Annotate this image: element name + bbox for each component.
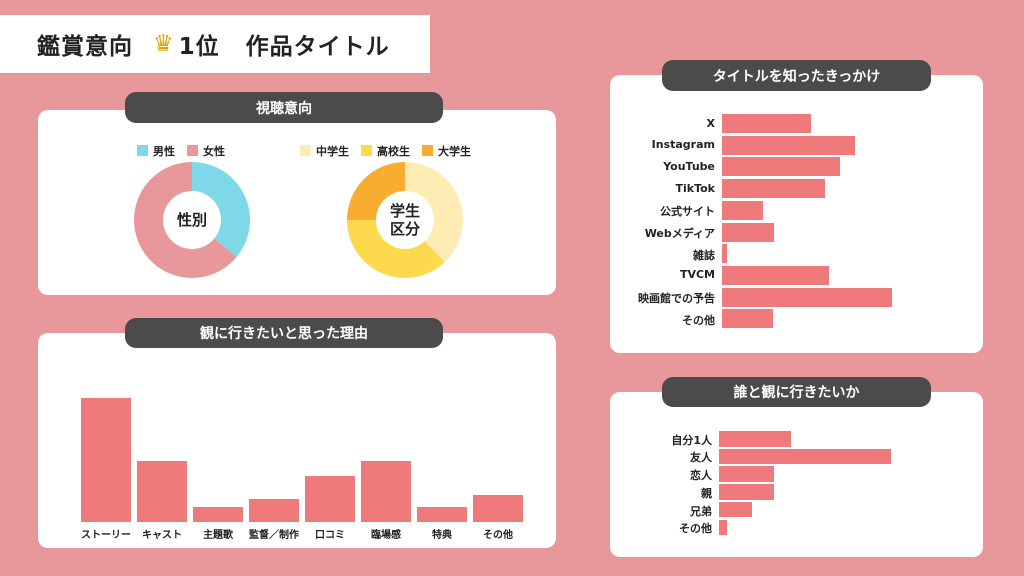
student-legend: 中学生 高校生 大学生 xyxy=(300,143,471,159)
legend-label: 女性 xyxy=(203,145,225,158)
bar xyxy=(722,179,825,199)
donut-slice-女性 xyxy=(134,162,237,278)
gender-donut xyxy=(134,162,250,278)
legend-label: 中学生 xyxy=(316,145,349,158)
y-tick-label: YouTube xyxy=(663,159,715,173)
x-tick-label: 主題歌 xyxy=(203,530,233,541)
bar xyxy=(722,200,763,220)
viewing-title: 視聴意向 xyxy=(125,92,443,123)
y-tick-label: X xyxy=(706,116,715,130)
reasons-title: 観に行きたいと思った理由 xyxy=(125,318,443,348)
legend-label: 男性 xyxy=(153,145,175,158)
y-tick-label: その他 xyxy=(682,313,715,327)
legend-swatch xyxy=(187,145,198,156)
bar xyxy=(719,466,774,482)
legend-item: 中学生 xyxy=(300,143,349,159)
y-tick-label: TikTok xyxy=(675,181,715,195)
bar xyxy=(81,398,131,522)
bar xyxy=(249,499,299,522)
bar xyxy=(722,287,892,307)
legend-item: 女性 xyxy=(187,143,225,159)
y-tick-label: Instagram xyxy=(651,138,715,152)
x-tick-label: ストーリー xyxy=(81,530,131,541)
y-tick-label: 兄弟 xyxy=(690,504,712,518)
work-title: 作品タイトル xyxy=(245,34,390,60)
crown-icon: ♛ xyxy=(153,31,175,57)
y-tick-label: 公式サイト xyxy=(660,205,715,219)
bar xyxy=(719,519,727,535)
bar xyxy=(473,495,523,522)
bar xyxy=(719,448,891,465)
legend-item: 男性 xyxy=(137,143,175,159)
legend-label: 大学生 xyxy=(438,145,471,158)
student-donut xyxy=(347,162,463,278)
gender-legend: 男性 女性 xyxy=(137,143,225,159)
x-tick-label: 口コミ xyxy=(315,530,345,541)
y-tick-label: 映画館での予告 xyxy=(638,292,715,306)
bar xyxy=(305,476,355,522)
bar xyxy=(137,461,187,522)
bar xyxy=(722,309,773,329)
trigger-card: X Instagram YouTube TikTok 公式サイト Webメディア雑誌 TVC… xyxy=(610,75,983,353)
y-tick-label: 雑誌 xyxy=(693,248,715,262)
legend-label: 高校生 xyxy=(377,145,410,158)
gender-center-label: 性別 xyxy=(176,211,207,229)
x-tick-label: 特典 xyxy=(432,530,452,541)
donut-slice-男性 xyxy=(192,162,250,257)
bar xyxy=(719,431,791,447)
student-center-label: 学生 区分 xyxy=(389,202,420,238)
legend-item: 高校生 xyxy=(361,143,410,159)
legend-swatch xyxy=(361,145,372,156)
bar xyxy=(722,157,840,177)
bar xyxy=(722,135,855,155)
donut-slice-中学生 xyxy=(405,162,463,263)
page-title: 鑑賞意向 xyxy=(37,34,133,60)
bar xyxy=(722,222,774,242)
rank: 1位 xyxy=(178,34,220,60)
donut-slice-高校生 xyxy=(347,220,445,278)
y-tick-label: 恋人 xyxy=(690,469,712,483)
y-tick-label: TVCM xyxy=(679,268,715,282)
y-tick-label: Webメディア xyxy=(644,227,715,240)
x-tick-label: 臨場感 xyxy=(371,530,401,541)
viewing-card: 男性 女性 性別 中学生 高校生 大学生 学生 区分 xyxy=(38,110,556,295)
trigger-title: タイトルを知ったきっかけ xyxy=(662,60,931,91)
y-tick-label: 友人 xyxy=(690,451,712,465)
bar xyxy=(719,484,774,500)
x-tick-label: その他 xyxy=(483,530,513,541)
legend-swatch xyxy=(422,145,433,156)
bar xyxy=(722,265,829,285)
reasons-card: ストーリー キャスト 主題歌 監督／制作 口コミ 臨場感 特典 その他 xyxy=(38,333,556,548)
x-tick-label: キャスト xyxy=(142,530,182,541)
bar xyxy=(417,507,467,522)
bar xyxy=(722,244,727,264)
companion-card: 自分1人友人恋人親兄弟その他 xyxy=(610,392,983,557)
companion-title: 誰と観に行きたいか xyxy=(662,377,931,407)
legend-swatch xyxy=(300,145,311,156)
y-tick-label: 自分1人 xyxy=(671,433,712,447)
bar xyxy=(193,507,243,522)
bar xyxy=(361,461,411,522)
header-banner: 鑑賞意向 ♛ 1位 作品タイトル xyxy=(0,15,430,73)
bar xyxy=(719,501,752,518)
y-tick-label: その他 xyxy=(679,522,712,536)
donut-slice-大学生 xyxy=(347,162,405,220)
bar xyxy=(722,114,811,133)
x-tick-label: 監督／制作 xyxy=(249,530,299,541)
legend-swatch xyxy=(137,145,148,156)
legend-item: 大学生 xyxy=(422,143,471,159)
y-tick-label: 親 xyxy=(701,486,712,500)
